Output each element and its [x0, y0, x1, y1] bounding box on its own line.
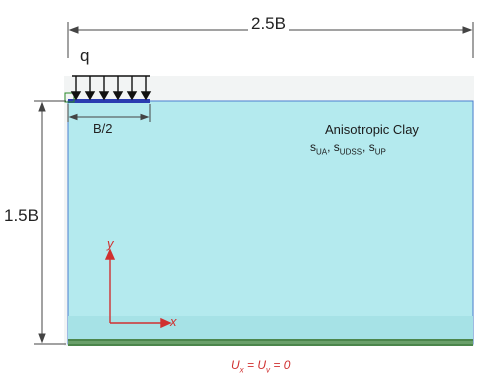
load-arrows: [70, 75, 152, 101]
footing-dimension: [67, 104, 151, 122]
coordinate-axes: [104, 248, 172, 329]
material-name: Anisotropic Clay: [325, 122, 419, 137]
footing: [68, 99, 150, 103]
footing-width-label: B/2: [93, 121, 113, 136]
x-axis-label: x: [170, 314, 177, 329]
soil-domain: [67, 100, 474, 345]
width-dimension-label: 2.5B: [248, 14, 289, 34]
load-label: q: [80, 46, 90, 65]
boundary-condition-label: Ux = Uv = 0: [231, 358, 291, 375]
depth-dimension-label: 1.5B: [2, 206, 41, 226]
y-axis-label: y: [107, 236, 114, 251]
depth-dimension: [34, 100, 66, 345]
material-parameters: sUA, sUDSS, sUP: [310, 140, 386, 157]
fixed-base: [68, 339, 473, 346]
corner-node-marker: [64, 92, 75, 103]
